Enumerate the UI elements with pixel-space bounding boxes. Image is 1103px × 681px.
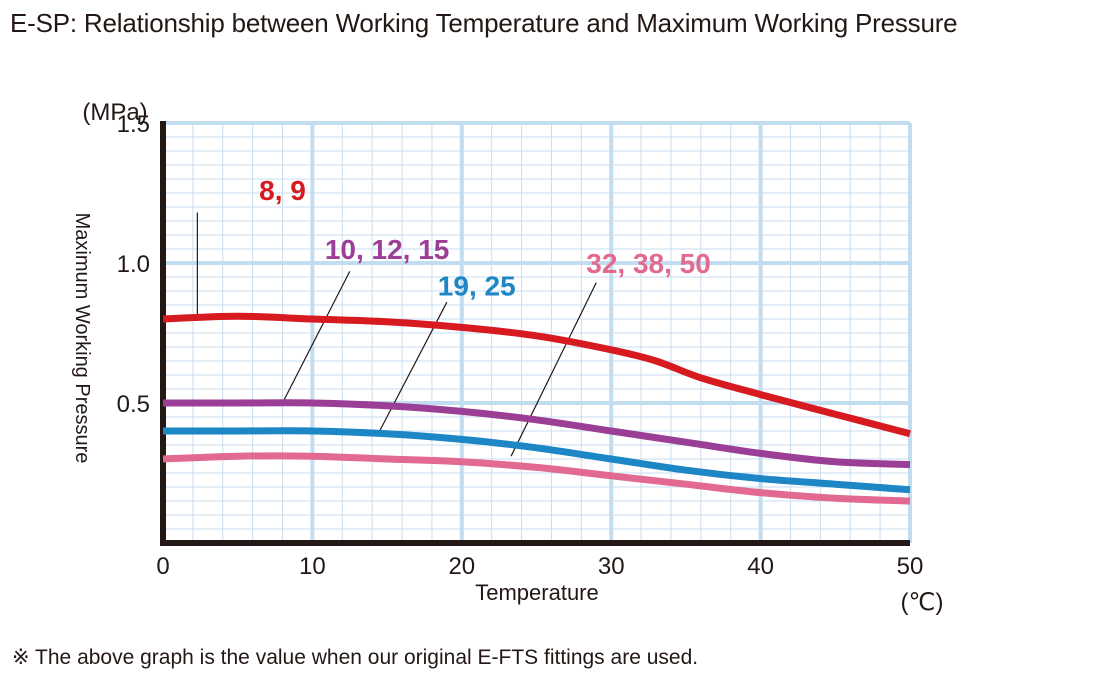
- y-axis-label: Maximum Working Pressure: [71, 213, 93, 464]
- x-tick-label: 20: [448, 553, 475, 580]
- y-tick-label: 0.5: [117, 391, 150, 418]
- x-tick-label: 0: [156, 553, 169, 580]
- series-line: [163, 399, 911, 469]
- page-title: E-SP: Relationship between Working Tempe…: [10, 8, 958, 38]
- series-labels: 8, 9 10, 12, 15 19, 25 32, 38, 50: [259, 175, 711, 301]
- y-unit-label: (MPa): [82, 99, 147, 126]
- series-label: 8, 9: [259, 175, 306, 206]
- series-label: 32, 38, 50: [586, 248, 711, 279]
- series-line: [163, 427, 911, 494]
- x-tick-label: 30: [598, 553, 625, 580]
- series-label: 10, 12, 15: [325, 234, 450, 265]
- x-unit-label: (℃): [901, 589, 944, 616]
- y-tick-label: 1.5: [117, 111, 150, 138]
- chart: 0 10 20 30 40 50 0.5 1.0 1.5 8, 9 10, 12, 15 19, 2…: [71, 99, 944, 616]
- series-line: [162, 452, 911, 505]
- series-label: 19, 25: [438, 270, 516, 301]
- y-tick-label: 1.0: [117, 251, 150, 278]
- leader-line: [281, 271, 351, 404]
- axes: [160, 121, 910, 546]
- x-tick-label: 40: [747, 553, 774, 580]
- footnote: ※ The above graph is the value when our …: [12, 646, 699, 669]
- x-tick-label: 50: [897, 553, 924, 580]
- tick-labels: 0 10 20 30 40 50 0.5 1.0 1.5: [117, 111, 924, 580]
- x-tick-label: 10: [299, 553, 326, 580]
- leader-line: [510, 282, 597, 457]
- series-lines: [162, 312, 911, 505]
- series-line: [162, 312, 911, 438]
- x-axis-label: Temperature: [475, 580, 599, 605]
